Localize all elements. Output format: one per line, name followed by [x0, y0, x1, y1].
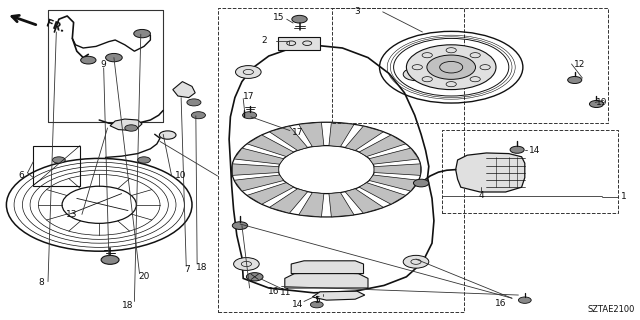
Polygon shape — [329, 193, 354, 217]
Polygon shape — [291, 261, 364, 274]
Circle shape — [292, 15, 307, 23]
Circle shape — [413, 179, 429, 187]
Text: 7: 7 — [184, 265, 189, 274]
Polygon shape — [285, 273, 368, 288]
Polygon shape — [359, 135, 406, 156]
Text: 4: 4 — [479, 191, 484, 200]
Polygon shape — [269, 126, 308, 150]
Circle shape — [234, 258, 259, 270]
Circle shape — [191, 112, 205, 119]
Polygon shape — [278, 37, 320, 50]
Polygon shape — [247, 135, 294, 156]
Text: 18: 18 — [196, 263, 207, 272]
Circle shape — [81, 56, 96, 64]
Circle shape — [310, 301, 323, 308]
Circle shape — [138, 157, 150, 163]
Text: SZTAE2100: SZTAE2100 — [588, 305, 635, 314]
Text: 9: 9 — [101, 60, 106, 69]
Circle shape — [187, 99, 201, 106]
Polygon shape — [374, 164, 420, 175]
Polygon shape — [110, 119, 142, 130]
Polygon shape — [299, 193, 324, 217]
Text: 6: 6 — [19, 171, 24, 180]
Text: 15: 15 — [273, 13, 284, 22]
Text: 13: 13 — [66, 210, 77, 219]
Text: 16: 16 — [268, 287, 280, 296]
Circle shape — [403, 68, 429, 81]
Circle shape — [510, 146, 524, 153]
Circle shape — [568, 76, 582, 84]
Polygon shape — [329, 122, 354, 147]
Text: 2: 2 — [261, 36, 266, 45]
Circle shape — [52, 157, 65, 163]
Circle shape — [406, 45, 496, 90]
Text: 11: 11 — [280, 288, 292, 297]
Polygon shape — [345, 189, 383, 213]
Polygon shape — [359, 183, 406, 204]
Circle shape — [232, 222, 248, 229]
Polygon shape — [369, 148, 419, 164]
Text: 17: 17 — [243, 92, 254, 100]
Polygon shape — [234, 175, 284, 191]
Circle shape — [518, 297, 531, 303]
Circle shape — [101, 255, 119, 264]
Text: 19: 19 — [596, 98, 607, 107]
Text: 14: 14 — [292, 300, 303, 309]
Text: 5: 5 — [314, 296, 319, 305]
Text: 1: 1 — [621, 192, 627, 201]
Text: 3: 3 — [355, 7, 360, 16]
Circle shape — [243, 112, 257, 119]
Text: 14: 14 — [529, 146, 540, 155]
Circle shape — [236, 66, 261, 78]
Text: 16: 16 — [495, 300, 506, 308]
Polygon shape — [247, 183, 294, 204]
Circle shape — [589, 100, 604, 108]
Circle shape — [427, 55, 476, 79]
Polygon shape — [234, 148, 284, 164]
Text: 20: 20 — [138, 272, 150, 281]
Text: 12: 12 — [573, 60, 585, 68]
Circle shape — [403, 255, 429, 268]
Polygon shape — [456, 153, 525, 192]
Circle shape — [159, 131, 176, 139]
Polygon shape — [173, 82, 195, 98]
Circle shape — [134, 29, 150, 38]
Polygon shape — [345, 126, 383, 150]
Text: 17: 17 — [292, 128, 303, 137]
Polygon shape — [232, 164, 279, 175]
Text: 10: 10 — [175, 171, 186, 180]
Text: 18: 18 — [122, 301, 134, 310]
Polygon shape — [312, 291, 365, 300]
Circle shape — [246, 273, 263, 281]
Text: 8: 8 — [39, 278, 44, 287]
Polygon shape — [369, 175, 419, 191]
Text: FR.: FR. — [45, 18, 67, 34]
Polygon shape — [269, 189, 308, 213]
Circle shape — [125, 125, 138, 131]
Polygon shape — [299, 122, 324, 147]
Circle shape — [106, 53, 122, 62]
